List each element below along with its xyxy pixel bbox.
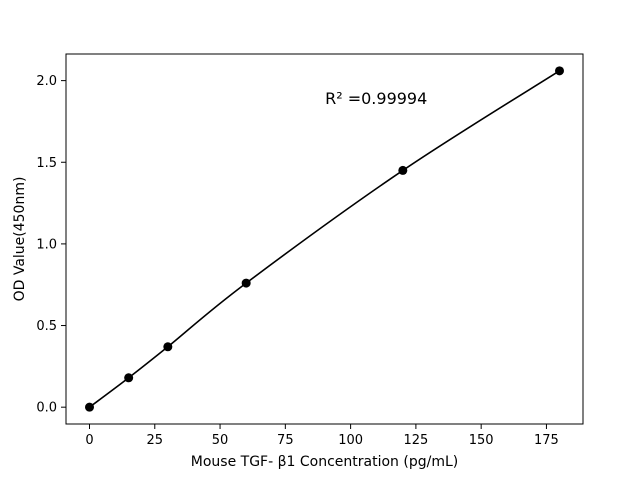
data-point-marker xyxy=(555,66,564,76)
x-axis-tick-label: 100 xyxy=(338,433,363,448)
data-point-marker xyxy=(124,373,134,383)
x-axis-tick-label: 75 xyxy=(277,433,294,448)
y-axis-tick-label: 0.0 xyxy=(36,401,57,416)
x-axis-tick-label: 175 xyxy=(534,433,559,448)
data-point-marker xyxy=(398,165,408,175)
plot-border xyxy=(65,53,584,425)
data-point-marker xyxy=(163,342,173,352)
x-axis-tick-label: 25 xyxy=(147,433,164,448)
data-point-marker xyxy=(85,402,94,412)
r-squared-annotation: R² =0.99994 xyxy=(325,89,427,108)
x-axis-tick-label: 150 xyxy=(469,433,494,448)
x-axis-tick-label: 125 xyxy=(403,433,428,448)
x-axis-label: Mouse TGF- β1 Concentration (pg/mL) xyxy=(191,454,458,470)
x-axis-tick-label: 50 xyxy=(212,433,229,448)
y-axis-tick-label: 1.0 xyxy=(36,237,57,252)
curve-line xyxy=(89,70,560,408)
y-axis-label: OD Value(450nm) xyxy=(12,177,28,302)
y-axis-tick-label: 2.0 xyxy=(36,74,57,89)
y-axis-tick-label: 1.5 xyxy=(36,156,57,171)
data-point-marker xyxy=(241,278,251,288)
y-axis-tick-label: 0.5 xyxy=(36,319,57,334)
x-axis-tick-label: 0 xyxy=(85,433,93,448)
